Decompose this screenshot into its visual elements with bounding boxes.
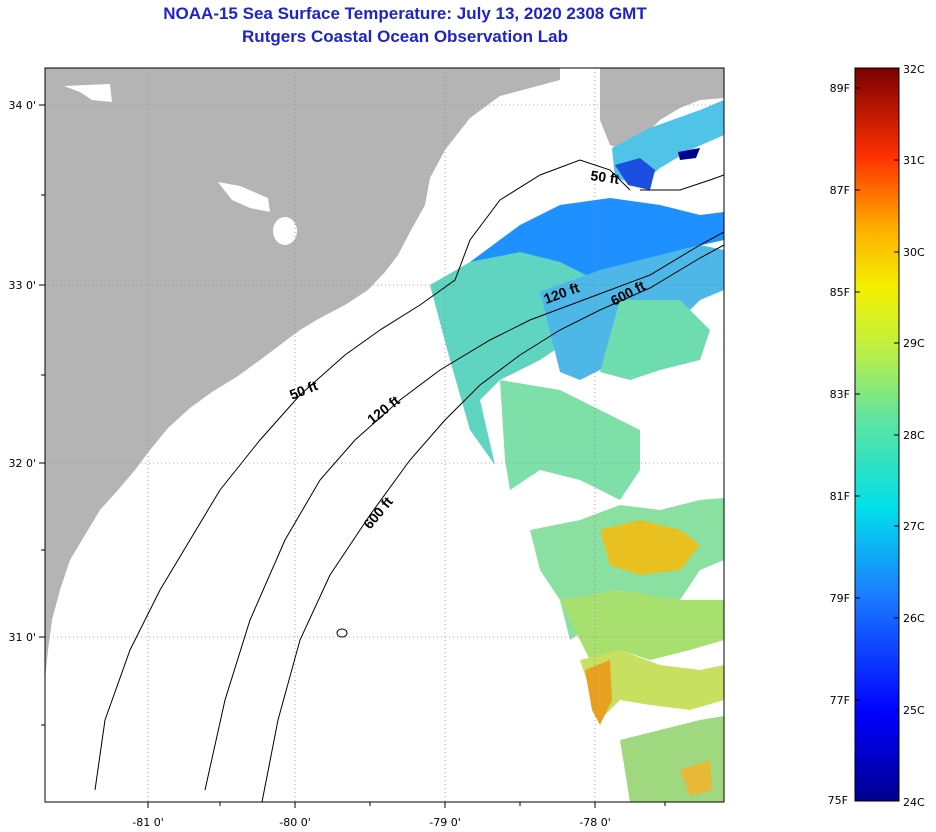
- contour-600ft-ne: [640, 174, 724, 191]
- inland-water: [273, 217, 297, 245]
- cb-c-label: 28C: [903, 429, 925, 442]
- contour-600ft: [261, 244, 724, 802]
- chart-title: NOAA-15 Sea Surface Temperature: July 13…: [163, 4, 647, 23]
- lon-label: -79 0': [429, 816, 461, 829]
- lon-label: -78 0': [579, 816, 611, 829]
- colorbar-scale: [854, 67, 900, 802]
- longitude-labels: -81 0' -80 0' -79 0' -78 0': [132, 816, 611, 829]
- cb-c-label: 24C: [903, 796, 925, 809]
- contour-50ft: [94, 159, 631, 791]
- lon-label: -80 0': [279, 816, 311, 829]
- cb-c-label: 26C: [903, 612, 925, 625]
- lat-label: 34 0': [8, 99, 36, 112]
- lat-label: 32 0': [8, 457, 36, 470]
- land-mass: [45, 68, 560, 680]
- inland-water: [218, 182, 270, 212]
- colorbar: 89F 87F 85F 83F 81F 79F 77F 75F 32C 31C …: [828, 63, 925, 809]
- contour-label-50-ne: 50 ft: [590, 167, 621, 187]
- cb-c-label: 32C: [903, 63, 925, 76]
- latitude-labels: 34 0' 33 0' 32 0' 31 0': [8, 99, 36, 644]
- cb-c-label: 29C: [903, 337, 925, 350]
- cb-f-label: 79F: [830, 592, 850, 605]
- lon-label: -81 0': [132, 816, 164, 829]
- cb-f-label: 83F: [830, 388, 850, 401]
- chart-subtitle: Rutgers Coastal Ocean Observation Lab: [242, 27, 568, 46]
- lat-label: 31 0': [8, 631, 36, 644]
- sst-swath: [430, 100, 724, 802]
- cb-c-label: 30C: [903, 246, 925, 259]
- inland-water: [64, 84, 112, 102]
- cb-c-label: 31C: [903, 154, 925, 167]
- cb-c-label: 25C: [903, 704, 925, 717]
- lat-label: 33 0': [8, 279, 36, 292]
- colorbar-celsius-labels: 32C 31C 30C 29C 28C 27C 26C 25C 24C: [903, 63, 925, 809]
- cb-f-label: 75F: [828, 794, 848, 807]
- cb-f-label: 85F: [830, 286, 850, 299]
- land-northeast: [600, 68, 724, 150]
- axis-ticks: [39, 104, 666, 808]
- cb-f-label: 89F: [830, 82, 850, 95]
- colorbar-fahrenheit-labels: 89F 87F 85F 83F 81F 79F 77F 75F: [828, 82, 850, 807]
- cb-c-label: 27C: [903, 520, 925, 533]
- contour-120ft: [204, 231, 724, 791]
- cb-f-label: 81F: [830, 490, 850, 503]
- cb-f-label: 87F: [830, 184, 850, 197]
- cb-f-label: 77F: [830, 694, 850, 707]
- depth-contours: [94, 159, 724, 802]
